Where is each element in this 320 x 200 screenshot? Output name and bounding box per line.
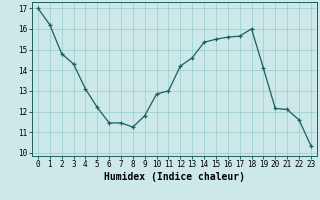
- X-axis label: Humidex (Indice chaleur): Humidex (Indice chaleur): [104, 172, 245, 182]
